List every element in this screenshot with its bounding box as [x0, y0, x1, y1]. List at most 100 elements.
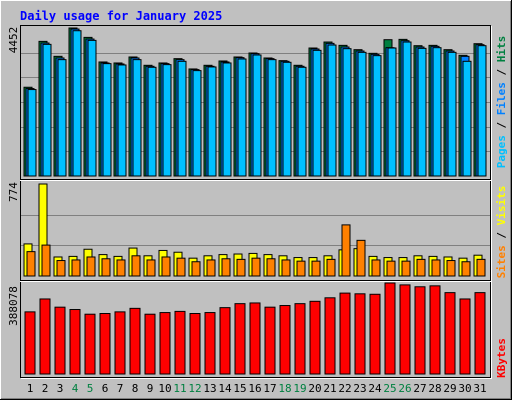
- x-tick-label: 9: [147, 382, 154, 395]
- bar-sites-day-8: [131, 255, 141, 277]
- bar-sites-day-5: [86, 256, 96, 277]
- bar-kbytes-day-19: [294, 303, 306, 375]
- x-tick-label: 4: [72, 382, 79, 395]
- bar-sites-day-10: [161, 256, 171, 277]
- x-tick-label: 26: [398, 382, 411, 395]
- bar-pages-day-18: [282, 61, 292, 177]
- bar-pages-day-7: [117, 64, 127, 177]
- x-tick-label: 20: [308, 382, 321, 395]
- x-tick-label: 29: [443, 382, 456, 395]
- bar-sites-day-31: [476, 258, 486, 277]
- x-tick-label: 12: [188, 382, 201, 395]
- bar-pages-day-22: [342, 48, 352, 177]
- legend-sep-3: /: [495, 232, 508, 239]
- bar-sites-day-12: [191, 261, 201, 277]
- bar-kbytes-day-8: [129, 307, 141, 375]
- middle-ymax-label: 774: [7, 182, 20, 202]
- top-legend: Pages / Files / Hits: [495, 36, 508, 169]
- bar-sites-day-11: [176, 257, 186, 277]
- legend-pages: Pages: [495, 135, 508, 168]
- x-tick-label: 18: [278, 382, 291, 395]
- bar-pages-day-5: [87, 39, 97, 177]
- chart-title: Daily usage for January 2025: [20, 9, 222, 23]
- x-tick-label: 16: [248, 382, 261, 395]
- bar-sites-day-18: [281, 259, 291, 277]
- x-tick-label: 7: [117, 382, 124, 395]
- bar-sites-day-23: [356, 239, 366, 277]
- x-axis-labels: 1 2 3 4 5 6 7 8 9 10 11 12 13 14 15 16 17 18 19 20 21 22 23 24 2…: [27, 382, 487, 395]
- bar-kbytes-day-9: [144, 313, 156, 375]
- legend-sep-2: /: [495, 69, 508, 76]
- x-tick-label: 15: [233, 382, 246, 395]
- bar-kbytes-day-20: [309, 300, 321, 375]
- bar-pages-day-27: [417, 47, 427, 177]
- bar-pages-day-4: [72, 30, 82, 177]
- bar-sites-day-9: [146, 259, 156, 277]
- bar-pages-day-25: [387, 47, 397, 177]
- bar-sites-day-3: [56, 260, 66, 277]
- bar-sites-day-13: [206, 259, 216, 277]
- bar-kbytes-day-31: [474, 292, 486, 375]
- bar-kbytes-day-2: [39, 298, 51, 375]
- bar-kbytes-day-28: [429, 285, 441, 375]
- bar-kbytes-day-29: [444, 292, 456, 375]
- x-tick-label: 25: [383, 382, 396, 395]
- bar-pages-day-17: [267, 59, 277, 177]
- bar-pages-day-11: [177, 60, 187, 177]
- bar-kbytes-day-22: [339, 292, 351, 375]
- bar-pages-day-8: [132, 59, 142, 177]
- x-tick-label: 6: [102, 382, 109, 395]
- bar-sites-day-1: [26, 251, 36, 277]
- bar-pages-day-15: [237, 58, 247, 177]
- bar-sites-day-7: [116, 259, 126, 277]
- legend-hits: Hits: [495, 36, 508, 63]
- middle-legend: Sites / Visits: [495, 186, 508, 279]
- bar-sites-day-25: [386, 260, 396, 277]
- legend-sites: Sites: [495, 245, 508, 278]
- bar-sites-day-24: [371, 259, 381, 277]
- bar-pages-day-29: [447, 51, 457, 177]
- bar-kbytes-day-30: [459, 298, 471, 375]
- x-tick-label: 10: [158, 382, 171, 395]
- bar-pages-day-26: [402, 41, 412, 177]
- bar-sites-day-28: [431, 259, 441, 277]
- bar-kbytes-day-16: [249, 302, 261, 375]
- bar-kbytes-day-12: [189, 313, 201, 375]
- x-tick-label: 14: [218, 382, 232, 395]
- bar-kbytes-day-21: [324, 297, 336, 375]
- x-tick-label: 11: [173, 382, 186, 395]
- x-tick-label: 21: [323, 382, 336, 395]
- bar-pages-day-12: [192, 70, 202, 177]
- legend-files: Files: [495, 82, 508, 115]
- bar-sites-day-30: [461, 261, 471, 277]
- bar-kbytes-day-6: [99, 313, 111, 375]
- bars-layer: [23, 27, 487, 375]
- x-tick-label: 17: [263, 382, 276, 395]
- bar-kbytes-day-7: [114, 311, 126, 375]
- bar-pages-day-3: [57, 59, 67, 177]
- top-ymax-label: 4452: [7, 27, 20, 54]
- bar-sites-day-20: [311, 260, 321, 277]
- x-tick-label: 8: [132, 382, 139, 395]
- bar-pages-day-23: [357, 51, 367, 177]
- bar-kbytes-day-24: [369, 293, 381, 375]
- bar-kbytes-day-13: [204, 312, 216, 375]
- x-tick-label: 19: [293, 382, 306, 395]
- bar-sites-day-16: [251, 257, 261, 277]
- x-tick-label: 23: [353, 382, 366, 395]
- bar-pages-day-31: [477, 45, 487, 177]
- bar-pages-day-6: [102, 63, 112, 177]
- bar-pages-day-30: [462, 60, 472, 177]
- x-tick-label: 27: [413, 382, 426, 395]
- bar-sites-day-29: [446, 260, 456, 277]
- bar-sites-day-22: [341, 224, 351, 277]
- bar-pages-day-21: [327, 44, 337, 177]
- bar-pages-day-14: [222, 62, 232, 177]
- bar-sites-day-21: [326, 258, 336, 277]
- bar-pages-day-10: [162, 64, 172, 177]
- bar-pages-day-13: [207, 66, 217, 177]
- bar-pages-day-1: [27, 89, 37, 177]
- bar-kbytes-day-5: [84, 313, 96, 375]
- bar-kbytes-day-10: [159, 312, 171, 375]
